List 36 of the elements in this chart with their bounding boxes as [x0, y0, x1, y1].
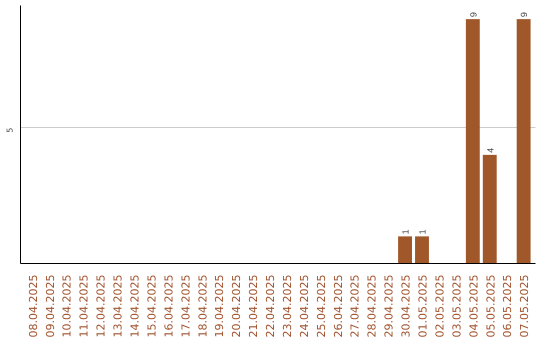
data-label: 1: [417, 229, 428, 234]
x-tick-label: 21.04.2025: [247, 274, 260, 338]
x-tick-label: 02.05.2025: [433, 274, 446, 338]
data-label: 1: [400, 229, 411, 234]
x-tick-label: 19.04.2025: [213, 274, 226, 338]
x-tick-label: 18.04.2025: [196, 274, 210, 338]
x-tick-label: 04.05.2025: [467, 274, 480, 338]
x-tick-label: 26.04.2025: [332, 274, 345, 338]
data-label: 9: [519, 12, 530, 18]
x-tick-label: 29.04.2025: [382, 274, 396, 338]
x-tick-label: 14.04.2025: [128, 274, 142, 338]
x-tick-label: 05.05.2025: [484, 274, 498, 338]
x-tick-label: 01.05.2025: [416, 274, 430, 338]
x-tick-label: 11.04.2025: [78, 274, 91, 338]
data-label: 9: [468, 12, 478, 18]
x-tick-label: 30.04.2025: [400, 274, 413, 338]
x-tick-label: 06.05.2025: [501, 274, 514, 338]
x-tick-label: 03.05.2025: [450, 274, 464, 338]
y-tick-label: 5: [6, 128, 14, 133]
x-tick-label: 08.04.2025: [26, 274, 40, 338]
x-tick-label: 12.04.2025: [94, 274, 108, 338]
x-tick-label: 25.04.2025: [314, 274, 328, 338]
x-tick-label: 28.04.2025: [366, 274, 379, 338]
x-tick-label: 23.04.2025: [280, 274, 294, 338]
data-label: 4: [485, 148, 496, 153]
x-tick-label: 20.04.2025: [230, 274, 244, 338]
x-tick-label: 09.04.2025: [44, 274, 57, 338]
x-tick-label: 16.04.2025: [162, 274, 176, 338]
x-tick-label: 22.04.2025: [264, 274, 278, 338]
x-tick-label: 17.04.2025: [179, 274, 192, 338]
x-tick-label: 15.04.2025: [145, 274, 158, 338]
x-tick-label: 24.04.2025: [298, 274, 311, 338]
x-tick-label: 07.05.2025: [518, 274, 532, 338]
x-tick-label: 27.04.2025: [348, 274, 362, 338]
x-tick-label: 13.04.2025: [112, 274, 125, 338]
x-tick-label: 10.04.2025: [60, 274, 74, 338]
